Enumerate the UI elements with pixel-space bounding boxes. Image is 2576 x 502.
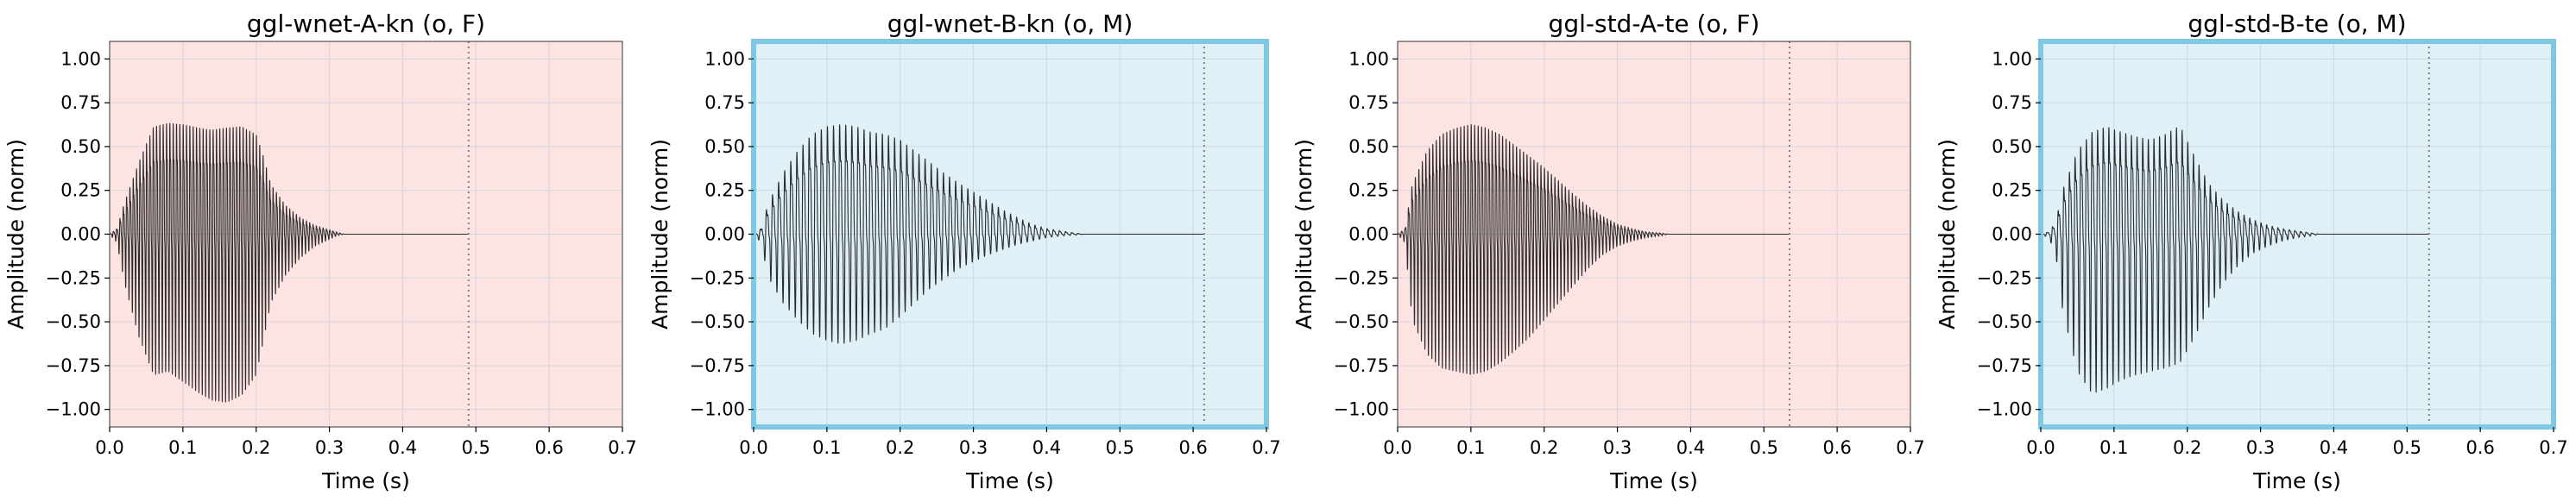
- y-tick-label: 1.00: [704, 48, 745, 69]
- x-tick-label: 0.0: [739, 437, 767, 458]
- x-tick-label: 0.4: [1032, 437, 1061, 458]
- y-tick-label: 1.00: [60, 48, 101, 69]
- chart-title: ggl-std-B-te (o, M): [2188, 9, 2406, 38]
- waveform-panel-3: 0.0 0.1 0.2 0.3 0.4 0.5 0.6 0.7 1.00 0.75 0.50 0.25…: [1291, 9, 1925, 493]
- waveform-line: [1397, 123, 1790, 375]
- waveform-panel-2: 0.0 0.1 0.2 0.3 0.4 0.5 0.6 0.7 1.00 0.75 0.50 0.25…: [647, 9, 1281, 493]
- chart-title: ggl-wnet-A-kn (o, F): [247, 9, 485, 38]
- y-tick-label: −1.00: [690, 399, 745, 420]
- x-tick-label: 0.5: [462, 437, 490, 458]
- x-tick-label: 0.3: [315, 437, 344, 458]
- y-tick-label: 0.75: [1348, 92, 1389, 113]
- y-tick-label: 0.25: [704, 180, 745, 201]
- x-tick-label: 0.1: [1456, 437, 1485, 458]
- waveform-line: [2040, 127, 2429, 393]
- x-tick-label: 0.2: [1530, 437, 1558, 458]
- y-tick-label: −0.75: [1334, 355, 1389, 376]
- y-axis-label: Amplitude (norm): [647, 139, 672, 329]
- waveform-line: [753, 124, 1204, 344]
- y-tick-label: 0.00: [1992, 224, 2032, 245]
- waveform-panel-1: 0.0 0.1 0.2 0.3 0.4 0.5 0.6 0.7 1.00 0.75 0.50 0.25…: [3, 9, 637, 493]
- y-tick-label: 0.75: [704, 92, 745, 113]
- x-tick-label: 0.6: [2466, 437, 2494, 458]
- chart-title: ggl-wnet-B-kn (o, M): [887, 9, 1133, 38]
- y-tick-label: 0.00: [60, 224, 101, 245]
- x-tick-label: 0.7: [1252, 437, 1280, 458]
- x-axis-label: Time (s): [1609, 468, 1698, 493]
- y-tick-label: −0.75: [1977, 355, 2032, 376]
- x-tick-label: 0.6: [1178, 437, 1207, 458]
- x-axis-label: Time (s): [2252, 468, 2341, 493]
- x-tick-label: 0.1: [812, 437, 841, 458]
- y-tick-label: −1.00: [46, 399, 101, 420]
- y-tick-label: 0.50: [60, 136, 101, 157]
- y-tick-label: 0.25: [1992, 180, 2032, 201]
- y-tick-label: 1.00: [1348, 48, 1389, 69]
- x-tick-label: 0.5: [1750, 437, 1778, 458]
- x-tick-label: 0.3: [2246, 437, 2275, 458]
- y-tick-label: 0.50: [704, 136, 745, 157]
- x-tick-label: 0.0: [2026, 437, 2055, 458]
- y-tick-label: −0.50: [1977, 311, 2032, 332]
- y-tick-label: −1.00: [1977, 399, 2032, 420]
- x-tick-label: 0.4: [1676, 437, 1705, 458]
- y-tick-label: 0.00: [704, 224, 745, 245]
- y-tick-label: −0.25: [46, 267, 101, 288]
- x-tick-label: 0.7: [2539, 437, 2567, 458]
- x-tick-label: 0.1: [2099, 437, 2128, 458]
- x-axis-label: Time (s): [965, 468, 1054, 493]
- y-tick-label: 0.25: [60, 180, 101, 201]
- y-axis-label: Amplitude (norm): [1291, 139, 1316, 329]
- x-tick-label: 0.6: [534, 437, 563, 458]
- x-tick-label: 0.7: [1896, 437, 1924, 458]
- x-tick-label: 0.4: [388, 437, 417, 458]
- x-tick-label: 0.3: [1603, 437, 1632, 458]
- x-axis-label: Time (s): [321, 468, 410, 493]
- y-tick-label: 0.75: [60, 92, 101, 113]
- waveform-line: [109, 122, 469, 403]
- x-tick-label: 0.5: [2393, 437, 2421, 458]
- y-tick-label: 1.00: [1992, 48, 2032, 69]
- y-axis-label: Amplitude (norm): [3, 139, 28, 329]
- y-tick-label: 0.25: [1348, 180, 1389, 201]
- y-tick-label: −0.25: [1334, 267, 1389, 288]
- y-tick-label: 0.50: [1348, 136, 1389, 157]
- y-tick-label: 0.00: [1348, 224, 1389, 245]
- y-tick-label: 0.75: [1992, 92, 2032, 113]
- x-tick-label: 0.0: [95, 437, 123, 458]
- x-tick-label: 0.7: [608, 437, 636, 458]
- y-tick-label: −0.25: [1977, 267, 2032, 288]
- x-tick-label: 0.2: [242, 437, 270, 458]
- x-tick-label: 0.2: [886, 437, 914, 458]
- chart-title: ggl-std-A-te (o, F): [1549, 9, 1760, 38]
- x-tick-label: 0.5: [1106, 437, 1134, 458]
- y-axis-label: Amplitude (norm): [1935, 139, 1960, 329]
- x-tick-label: 0.6: [1822, 437, 1851, 458]
- y-tick-label: −1.00: [1334, 399, 1389, 420]
- x-tick-label: 0.3: [959, 437, 988, 458]
- y-tick-label: −0.50: [46, 311, 101, 332]
- y-tick-label: −0.25: [690, 267, 745, 288]
- waveform-panel-4: 0.0 0.1 0.2 0.3 0.4 0.5 0.6 0.7 1.00 0.75 0.50 0.25…: [1935, 9, 2568, 493]
- y-tick-label: 0.50: [1992, 136, 2032, 157]
- x-tick-label: 0.2: [2173, 437, 2201, 458]
- x-tick-label: 0.0: [1383, 437, 1411, 458]
- x-tick-label: 0.1: [168, 437, 197, 458]
- y-tick-label: −0.50: [690, 311, 745, 332]
- y-tick-label: −0.75: [46, 355, 101, 376]
- x-tick-label: 0.4: [2320, 437, 2348, 458]
- y-tick-label: −0.50: [1334, 311, 1389, 332]
- y-tick-label: −0.75: [690, 355, 745, 376]
